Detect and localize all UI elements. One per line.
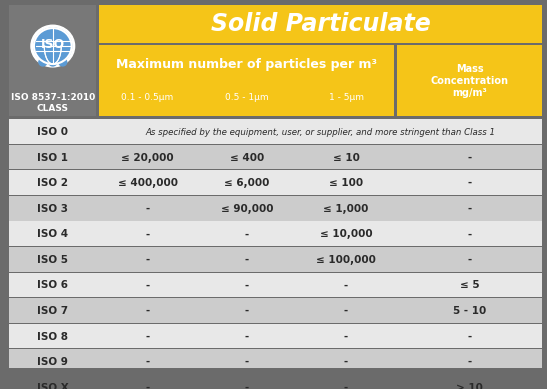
Text: ≤ 1,000: ≤ 1,000 — [323, 204, 369, 214]
Text: -: - — [146, 255, 150, 265]
Circle shape — [59, 58, 67, 66]
FancyBboxPatch shape — [9, 375, 542, 389]
Text: -: - — [468, 178, 472, 188]
Text: 1 - 5μm: 1 - 5μm — [329, 93, 364, 102]
FancyBboxPatch shape — [9, 5, 96, 116]
Text: -: - — [146, 357, 150, 367]
FancyBboxPatch shape — [100, 46, 394, 116]
FancyBboxPatch shape — [9, 349, 542, 374]
Text: -: - — [245, 357, 249, 367]
Text: ISO 4: ISO 4 — [37, 229, 68, 239]
Text: -: - — [468, 229, 472, 239]
Text: -: - — [146, 306, 150, 316]
Text: -: - — [245, 383, 249, 389]
FancyBboxPatch shape — [9, 273, 542, 297]
Text: -: - — [245, 331, 249, 342]
Text: -: - — [146, 331, 150, 342]
Text: Solid Particulate: Solid Particulate — [211, 12, 430, 36]
Text: As specified by the equipment, user, or supplier, and more stringent than Class : As specified by the equipment, user, or … — [146, 128, 496, 137]
FancyBboxPatch shape — [9, 170, 542, 195]
Text: -: - — [146, 229, 150, 239]
Text: ISO X: ISO X — [37, 383, 69, 389]
FancyBboxPatch shape — [9, 119, 542, 144]
Circle shape — [34, 28, 72, 64]
Text: ≤ 10: ≤ 10 — [333, 152, 359, 163]
Text: -: - — [344, 383, 348, 389]
Text: -: - — [468, 331, 472, 342]
Text: -: - — [468, 357, 472, 367]
Text: -: - — [146, 383, 150, 389]
FancyBboxPatch shape — [9, 221, 542, 246]
Text: -: - — [245, 306, 249, 316]
FancyBboxPatch shape — [199, 81, 295, 114]
Text: -: - — [344, 280, 348, 291]
Text: ≤ 100: ≤ 100 — [329, 178, 363, 188]
FancyBboxPatch shape — [100, 81, 196, 114]
Text: -: - — [245, 280, 249, 291]
Text: -: - — [146, 280, 150, 291]
Text: ISO 7: ISO 7 — [37, 306, 68, 316]
Circle shape — [39, 58, 47, 66]
FancyBboxPatch shape — [100, 5, 542, 43]
FancyBboxPatch shape — [9, 298, 542, 323]
FancyBboxPatch shape — [9, 324, 542, 348]
Text: -: - — [344, 357, 348, 367]
Text: ≤ 400,000: ≤ 400,000 — [118, 178, 178, 188]
Text: ISO 6: ISO 6 — [37, 280, 68, 291]
Text: ISO 0: ISO 0 — [37, 127, 68, 137]
Text: -: - — [344, 306, 348, 316]
Text: ISO 9: ISO 9 — [37, 357, 68, 367]
Text: ≤ 90,000: ≤ 90,000 — [220, 204, 273, 214]
FancyBboxPatch shape — [9, 247, 542, 272]
Text: -: - — [245, 229, 249, 239]
Text: ISO 8: ISO 8 — [37, 331, 68, 342]
Text: ISO 2: ISO 2 — [37, 178, 68, 188]
Text: ISO 8537-1:2010
CLASS: ISO 8537-1:2010 CLASS — [10, 93, 95, 113]
Text: ≤ 20,000: ≤ 20,000 — [121, 152, 174, 163]
Text: -: - — [344, 331, 348, 342]
Text: ISO 1: ISO 1 — [37, 152, 68, 163]
Text: Mass
Concentration
mg/m³: Mass Concentration mg/m³ — [430, 64, 509, 98]
Text: -: - — [146, 204, 150, 214]
FancyBboxPatch shape — [9, 145, 542, 170]
Text: ISO: ISO — [40, 38, 65, 51]
Text: 0.5 - 1μm: 0.5 - 1μm — [225, 93, 269, 102]
Text: -: - — [468, 152, 472, 163]
FancyBboxPatch shape — [397, 46, 542, 116]
Text: 0.1 - 0.5μm: 0.1 - 0.5μm — [121, 93, 174, 102]
Text: Maximum number of particles per m³: Maximum number of particles per m³ — [117, 58, 377, 71]
Text: ≤ 5: ≤ 5 — [460, 280, 479, 291]
Circle shape — [31, 25, 74, 67]
Circle shape — [49, 58, 57, 66]
Text: ≤ 100,000: ≤ 100,000 — [316, 255, 376, 265]
Text: -: - — [468, 204, 472, 214]
Text: ISO 5: ISO 5 — [37, 255, 68, 265]
Text: -: - — [245, 255, 249, 265]
Text: ≤ 10,000: ≤ 10,000 — [320, 229, 373, 239]
Text: ≤ 400: ≤ 400 — [230, 152, 264, 163]
Text: 5 - 10: 5 - 10 — [453, 306, 486, 316]
Text: > 10: > 10 — [456, 383, 483, 389]
FancyBboxPatch shape — [298, 81, 394, 114]
Text: -: - — [468, 255, 472, 265]
Text: ≤ 6,000: ≤ 6,000 — [224, 178, 270, 188]
FancyBboxPatch shape — [9, 196, 542, 221]
Text: ISO 3: ISO 3 — [37, 204, 68, 214]
